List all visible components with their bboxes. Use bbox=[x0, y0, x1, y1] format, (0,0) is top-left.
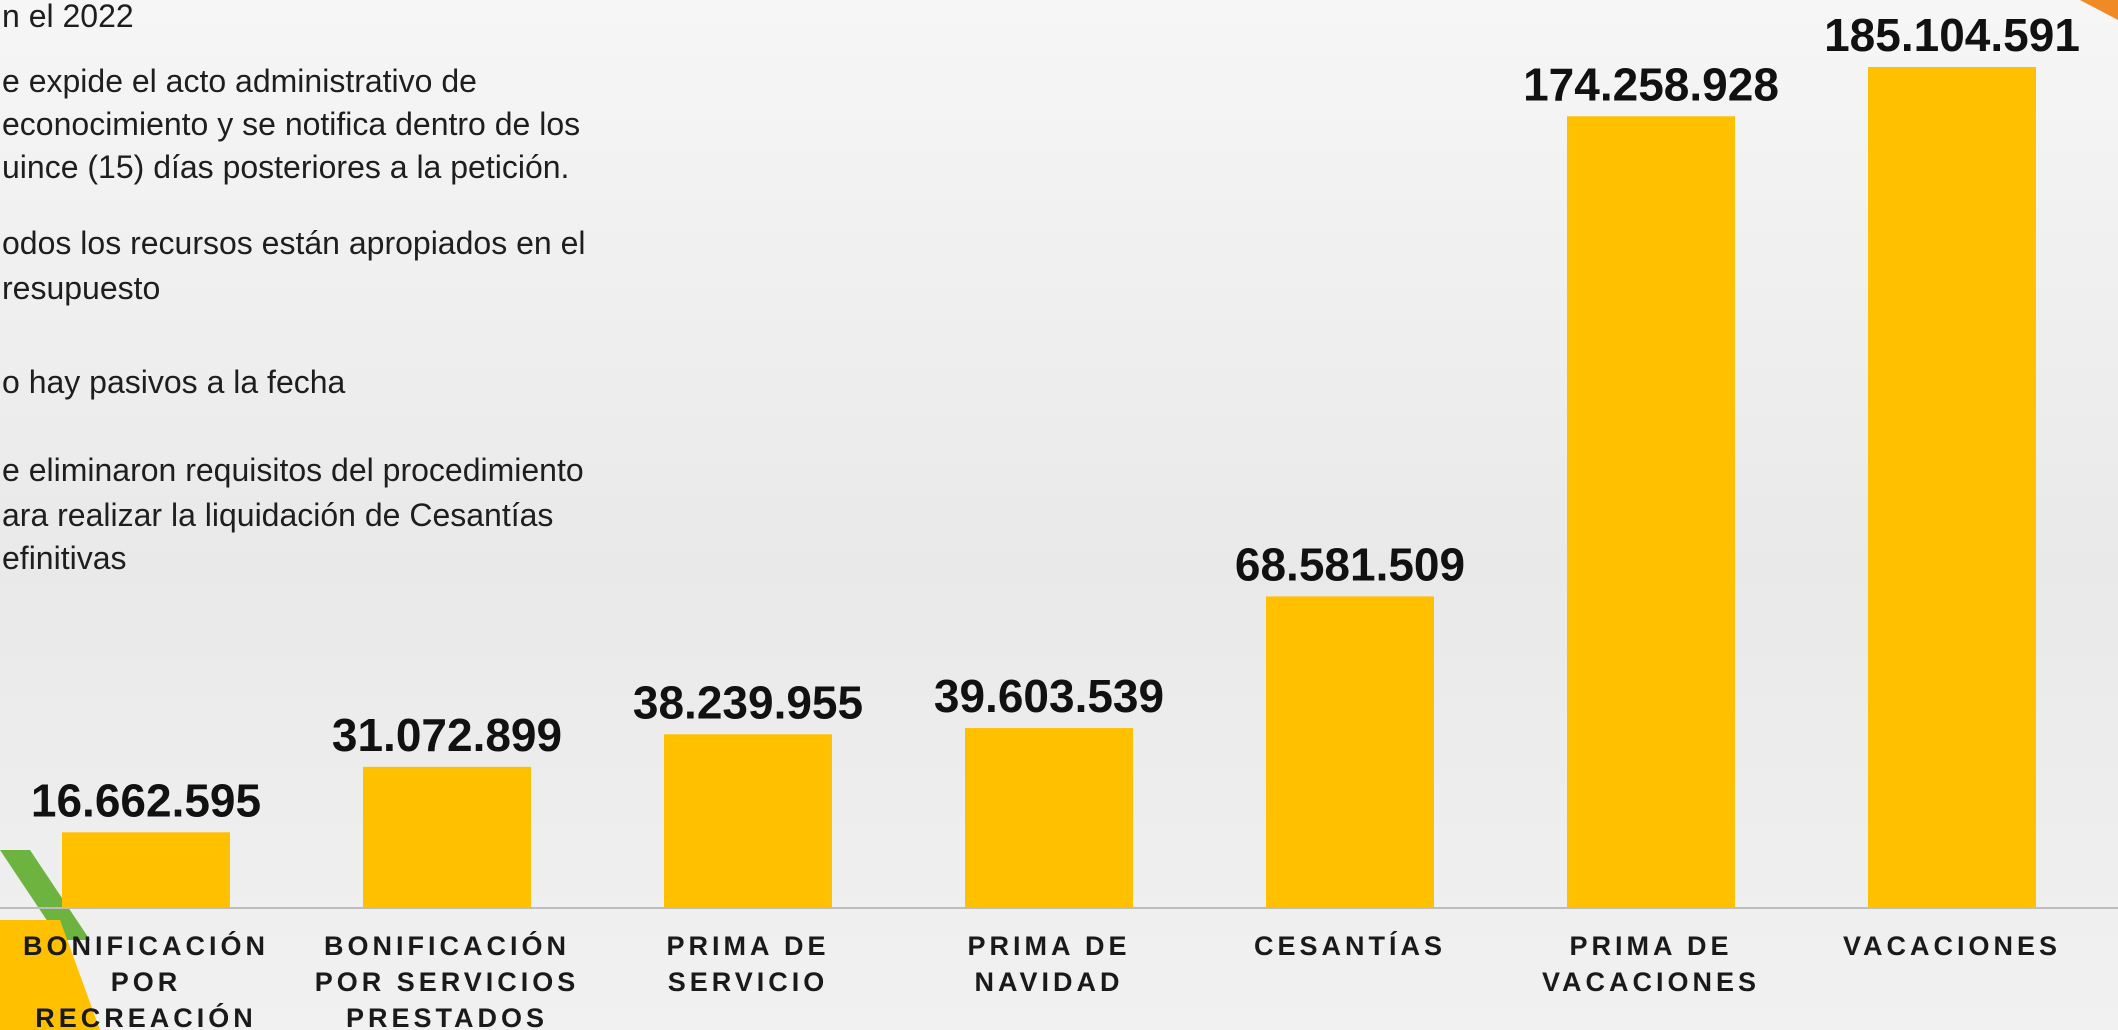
x-tick-label: CESANTÍAS bbox=[1254, 930, 1446, 961]
bullet-text: n el 2022 bbox=[2, 0, 134, 34]
x-tick-label: BONIFICACIÓN bbox=[23, 930, 269, 961]
x-tick-label: POR SERVICIOS bbox=[315, 967, 580, 997]
x-tick-label: RECREACIÓN bbox=[35, 1002, 257, 1030]
value-label: 185.104.591 bbox=[1824, 9, 2080, 61]
bar bbox=[363, 766, 531, 908]
decor bbox=[2080, 0, 2118, 20]
decor bbox=[0, 850, 90, 940]
x-tick-label: PRIMA DE bbox=[1569, 931, 1732, 961]
bar bbox=[62, 832, 230, 908]
value-label: 174.258.928 bbox=[1523, 58, 1779, 110]
bar bbox=[1567, 116, 1735, 908]
x-tick-label: VACACIONES bbox=[1843, 931, 2061, 961]
x-tick-label: PRIMA DE bbox=[967, 931, 1130, 961]
bullet-text: o hay pasivos a la fecha bbox=[2, 364, 346, 400]
value-label: 39.603.539 bbox=[934, 670, 1164, 722]
decor bbox=[0, 920, 100, 1030]
bar bbox=[664, 734, 832, 908]
value-label: 68.581.509 bbox=[1235, 538, 1465, 590]
bullet-text: odos los recursos están apropiados en el bbox=[2, 225, 585, 261]
x-tick-label: NAVIDAD bbox=[975, 967, 1124, 997]
bullet-text: uince (15) días posteriores a la petició… bbox=[2, 149, 569, 185]
value-label: 16.662.595 bbox=[31, 774, 261, 826]
bullet-text: resupuesto bbox=[2, 270, 160, 306]
value-label: 38.239.955 bbox=[633, 676, 863, 728]
bar bbox=[1266, 596, 1434, 908]
bar bbox=[1868, 67, 2036, 908]
value-label: 31.072.899 bbox=[332, 709, 562, 761]
x-tick-label: PRIMA DE bbox=[666, 931, 829, 961]
bullet-text: e eliminaron requisitos del procedimient… bbox=[2, 452, 584, 488]
bullet-text: ara realizar la liquidación de Cesantías bbox=[2, 497, 553, 533]
x-tick-label: VACACIONES bbox=[1542, 967, 1760, 997]
x-tick-label: SERVICIO bbox=[668, 967, 829, 997]
x-tick-label: BONIFICACIÓN bbox=[324, 930, 570, 961]
x-tick-label: POR bbox=[111, 967, 182, 997]
bullet-text: efinitivas bbox=[2, 540, 127, 576]
bullet-text: e expide el acto administrativo de bbox=[2, 63, 477, 99]
bullet-text: econocimiento y se notifica dentro de lo… bbox=[2, 106, 580, 142]
bar bbox=[965, 728, 1133, 908]
x-tick-label: PRESTADOS bbox=[346, 1003, 548, 1030]
